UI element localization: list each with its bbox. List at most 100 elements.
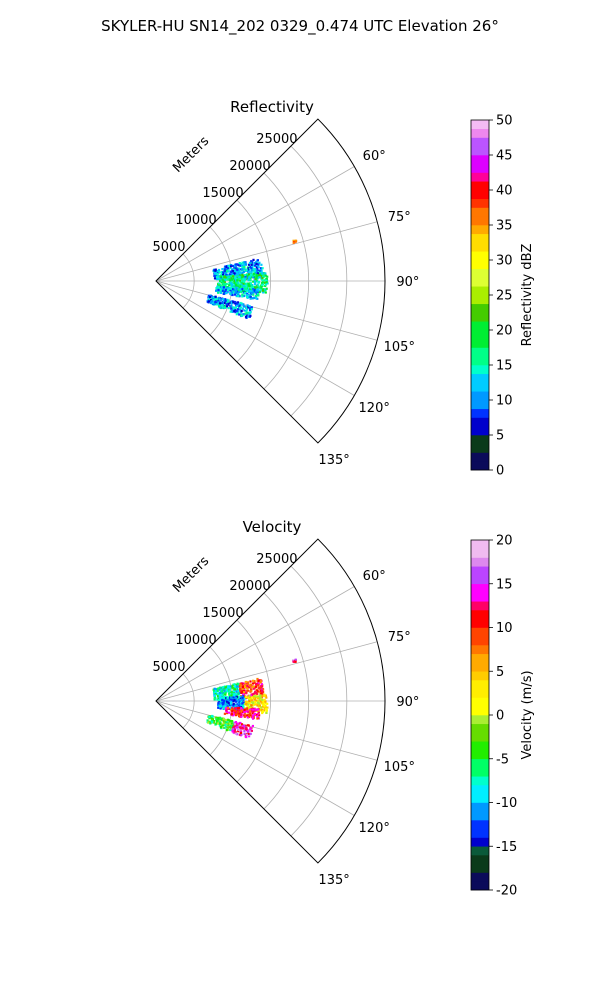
angular-gridline — [155, 280, 378, 341]
data-cell — [233, 728, 236, 731]
data-cell — [212, 721, 215, 724]
colorbar-label: Reflectivity dBZ — [520, 244, 535, 347]
data-cell — [234, 293, 237, 296]
angular-tick-label: 120° — [359, 401, 390, 416]
data-cell — [251, 274, 254, 277]
data-cell — [257, 679, 260, 683]
data-cell — [256, 682, 259, 685]
angular-gridline — [155, 586, 355, 702]
data-cell — [219, 279, 222, 282]
data-cell — [222, 280, 225, 283]
data-cell — [243, 309, 246, 312]
data-cell — [242, 682, 245, 685]
data-cell — [239, 268, 242, 271]
data-cell — [232, 275, 235, 278]
data-cell — [243, 305, 246, 308]
data-cell — [256, 259, 259, 262]
data-cell — [229, 287, 232, 290]
data-cell — [222, 717, 225, 720]
data-cell — [229, 275, 232, 278]
data-cell — [216, 689, 219, 692]
data-cell — [258, 708, 261, 711]
data-cell — [234, 311, 237, 314]
data-cell — [228, 711, 231, 714]
data-cell — [231, 293, 234, 297]
data-cell — [261, 694, 264, 697]
data-cell — [215, 718, 218, 721]
colorbar-segment — [471, 697, 489, 707]
data-cell — [255, 262, 258, 265]
data-cell — [248, 267, 251, 270]
data-cell — [229, 289, 232, 292]
data-cell — [227, 724, 230, 727]
data-cell — [246, 687, 249, 690]
data-cell — [246, 306, 249, 309]
data-cell — [231, 723, 234, 726]
data-cell — [227, 301, 230, 304]
data-cell — [248, 735, 251, 738]
colorbar-segment — [471, 855, 489, 865]
data-cell — [217, 305, 221, 308]
data-cell — [264, 701, 267, 704]
data-cell — [249, 714, 252, 717]
colorbar-segment — [471, 592, 489, 602]
data-cell — [239, 689, 242, 693]
colorbar-segment — [471, 583, 489, 593]
data-cell — [243, 261, 246, 264]
data-cell — [240, 281, 244, 284]
data-cell — [250, 707, 253, 710]
data-cell — [230, 704, 233, 707]
data-cell — [246, 275, 249, 278]
data-cell — [292, 239, 295, 242]
data-cell — [260, 706, 263, 709]
data-cell — [239, 288, 242, 291]
data-cell — [223, 266, 226, 269]
colorbar-segment — [471, 172, 489, 182]
data-cell — [250, 701, 253, 704]
angular-tick-label: 75° — [388, 630, 411, 645]
data-cell — [224, 707, 227, 710]
colorbar-segment — [471, 417, 489, 427]
data-cell — [257, 284, 260, 287]
data-cell — [259, 696, 262, 700]
data-cell — [237, 696, 240, 699]
data-cell — [247, 263, 251, 266]
data-cell — [264, 284, 267, 287]
data-cell — [245, 309, 248, 312]
data-cell — [207, 300, 211, 303]
radial-axis-label: Meters — [170, 554, 212, 596]
colorbar-tick-label: 5 — [496, 429, 504, 444]
velocity-panel: Velocity 5000 10000 15000 20000 25000 Meters 60… — [152, 518, 535, 899]
data-cell — [236, 279, 239, 282]
data-cell — [245, 284, 248, 287]
data-cell — [249, 288, 252, 291]
data-cell — [248, 686, 251, 689]
data-cell — [211, 717, 214, 720]
data-cell — [241, 314, 244, 317]
data-cell — [260, 288, 263, 291]
data-cell — [236, 292, 240, 295]
data-cell — [230, 284, 233, 287]
data-cell — [255, 271, 258, 274]
data-cell — [259, 700, 262, 703]
data-cell — [231, 686, 234, 689]
data-cell — [214, 269, 217, 272]
colorbar-segment — [471, 181, 489, 191]
data-cell — [235, 284, 238, 287]
data-cell — [258, 276, 261, 279]
data-cell — [241, 266, 244, 269]
data-cell — [237, 312, 240, 315]
data-cell — [247, 732, 250, 735]
data-cell — [256, 268, 259, 271]
data-cell — [256, 677, 259, 681]
data-cell — [231, 730, 234, 733]
data-cell — [225, 709, 228, 712]
colorbar-segment — [471, 557, 489, 567]
data-cell — [248, 715, 251, 718]
data-cell — [264, 700, 267, 703]
colorbar-tick-label: 50 — [496, 114, 513, 129]
data-cell — [233, 275, 236, 278]
data-cell — [266, 702, 269, 705]
data-cell — [236, 302, 239, 305]
radial-tick-label: 10000 — [175, 633, 216, 648]
